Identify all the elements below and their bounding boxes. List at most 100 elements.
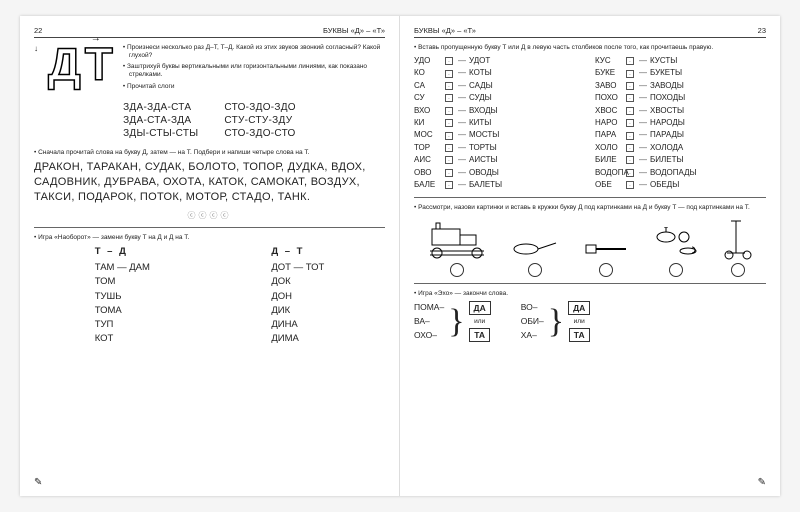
game-header: Д – Т [271, 245, 324, 259]
fill-row: ТОР· — ТОРТЫ [414, 142, 585, 154]
fill-row: ОБЕ· — ОБЕДЫ [595, 179, 766, 191]
answer-circle [731, 263, 745, 277]
fill-col-1: УДО· — УДОТКО· — КОТЫСА· — САДЫСУ· — СУД… [414, 55, 585, 191]
box-da: ДА [568, 301, 590, 315]
echo-word: ОБИ– [521, 315, 544, 329]
game-col-dt: Д – Т ДОТ — ТОТ ДОК ДОН ДИК ДИНА ДИМА [271, 245, 324, 347]
game-row: ДОК [271, 275, 324, 289]
write-circles: ⓒⓒⓒⓒ [34, 210, 385, 221]
box-ta: ТА [469, 328, 490, 342]
echo-word: ПОМА– [414, 301, 444, 315]
page-header-left: 22 БУКВЫ «Д» – «Т» [34, 26, 385, 38]
answer-circle [669, 263, 683, 277]
divider [414, 283, 766, 284]
fill-row: КО· — КОТЫ [414, 67, 585, 79]
game-row: ДОН [271, 290, 324, 304]
task-echo: Игра «Эхо» — закончи слова. [414, 290, 766, 297]
fill-row: ЗАВО· — ЗАВОДЫ [595, 80, 766, 92]
task-opposite-game: Игра «Наоборот» — замени букву Т на Д и … [34, 234, 385, 241]
divider [34, 227, 385, 228]
syllable-row: СТУ-СТУ-ЗДУ [224, 115, 295, 126]
fill-row: ПОХО· — ПОХОДЫ [595, 92, 766, 104]
game-row: ДИНА [271, 318, 324, 332]
hammer-icon [584, 239, 628, 261]
instruction-item: Прочитай слоги [123, 83, 385, 91]
fill-row: СА· — САДЫ [414, 80, 585, 92]
scooter-icon [723, 217, 753, 261]
echo-boxes: ДА или ТА [568, 301, 590, 342]
letter-block: ↓ Д → Т Произнеси несколько раз Д–Т, Т–Д… [34, 44, 385, 94]
fill-row: ХОЛО· — ХОЛОДА [595, 142, 766, 154]
footer-icon: ✎ [758, 477, 766, 488]
syllable-row: СТО-ЗДО-СТО [224, 128, 295, 139]
echo-right: ВО– ОБИ– ХА– } ДА или ТА [521, 301, 591, 342]
words-text: ДРАКОН, ТАРАКАН, СУДАК, БОЛОТО, ТОПОР, Д… [34, 161, 366, 204]
fill-row: АИС· — АИСТЫ [414, 154, 585, 166]
fill-row: БИЛЕ· — БИЛЕТЫ [595, 154, 766, 166]
footer-icon: ✎ [34, 477, 42, 488]
game-columns: Т – Д ТАМ — ДАМ ТОМ ТУШЬ ТОМА ТУП КОТ Д … [34, 245, 385, 347]
page-right: БУКВЫ «Д» – «Т» 23 Вставь пропущенную бу… [400, 16, 780, 496]
pic-dishes [654, 227, 698, 277]
game-row: ТУП [95, 318, 150, 332]
syllable-row: ЗДА-СТА-ЗДА [123, 115, 198, 126]
page-header-right: БУКВЫ «Д» – «Т» 23 [414, 26, 766, 38]
game-row: ТОМ [95, 275, 150, 289]
fill-row: ПАРА· — ПАРАДЫ [595, 129, 766, 141]
fill-row: СУ· — СУДЫ [414, 92, 585, 104]
instructions-list: Произнеси несколько раз Д–Т, Т–Д. Какой … [123, 44, 385, 94]
echo-word: ХА– [521, 329, 544, 343]
letter-t: Т [85, 38, 113, 90]
echo-words: ВО– ОБИ– ХА– [521, 301, 544, 342]
section-title-left: БУКВЫ «Д» – «Т» [323, 26, 385, 35]
page-left: 22 БУКВЫ «Д» – «Т» ↓ Д → Т Произнеси нес… [20, 16, 400, 496]
page-number-left: 22 [34, 26, 42, 35]
echo-game: ПОМА– ВА– ОХО– } ДА или ТА ВО– ОБИ– ХА– … [414, 301, 766, 342]
echo-word: ОХО– [414, 329, 444, 343]
section-title-right: БУКВЫ «Д» – «Т» [414, 26, 476, 35]
game-row: ДОТ — ТОТ [271, 261, 324, 275]
outline-letters: Д → Т [48, 44, 113, 85]
syllable-columns: ЗДА-ЗДА-СТА ЗДА-СТА-ЗДА ЗДЫ-СТЫ-СТЫ СТО-… [34, 102, 385, 141]
game-row: ТАМ — ДАМ [95, 261, 150, 275]
page-number-right: 23 [758, 26, 766, 35]
dishes-icon [654, 227, 698, 261]
answer-circle [599, 263, 613, 277]
pictures-row [414, 217, 766, 277]
or-label: или [574, 318, 585, 325]
fill-row: МОС· — МОСТЫ [414, 129, 585, 141]
instruction-item: Произнеси несколько раз Д–Т, Т–Д. Какой … [123, 44, 385, 60]
syllable-row: ЗДА-ЗДА-СТА [123, 102, 198, 113]
game-row: КОТ [95, 332, 150, 346]
game-row: ТУШЬ [95, 290, 150, 304]
task-read-words: Сначала прочитай слова на букву Д, затем… [34, 149, 385, 156]
game-row: ДИК [271, 304, 324, 318]
fill-row: ОВО· — ОВОДЫ [414, 167, 585, 179]
echo-words: ПОМА– ВА– ОХО– [414, 301, 444, 342]
pic-hammer [584, 239, 628, 277]
echo-boxes: ДА или ТА [469, 301, 491, 342]
pic-pan [512, 233, 558, 277]
pic-tractor [427, 221, 487, 277]
words-paragraph: ДРАКОН, ТАРАКАН, СУДАК, БОЛОТО, ТОПОР, Д… [34, 160, 385, 206]
game-row: ДИМА [271, 332, 324, 346]
game-header: Т – Д [95, 245, 150, 259]
book-spread: 22 БУКВЫ «Д» – «Т» ↓ Д → Т Произнеси нес… [20, 16, 780, 496]
pic-scooter [723, 217, 753, 277]
game-row: ТОМА [95, 304, 150, 318]
divider [414, 197, 766, 198]
game-col-td: Т – Д ТАМ — ДАМ ТОМ ТУШЬ ТОМА ТУП КОТ [95, 245, 150, 347]
echo-word: ВА– [414, 315, 444, 329]
fill-row: ВХО· — ВХОДЫ [414, 105, 585, 117]
fill-row: ВОДОПА· — ВОДОПАДЫ [595, 167, 766, 179]
arrow-down-icon: ↓ [34, 44, 38, 53]
arrow-right-icon: → [91, 34, 101, 43]
task-pictures: Рассмотри, назови картинки и вставь в кр… [414, 204, 766, 211]
fill-row: БУКЕ· — БУКЕТЫ [595, 67, 766, 79]
answer-circle [528, 263, 542, 277]
syllable-row: ЗДЫ-СТЫ-СТЫ [123, 128, 198, 139]
syllable-col-left: ЗДА-ЗДА-СТА ЗДА-СТА-ЗДА ЗДЫ-СТЫ-СТЫ [123, 102, 198, 141]
fill-table: УДО· — УДОТКО· — КОТЫСА· — САДЫСУ· — СУД… [414, 55, 766, 191]
fill-col-2: КУС· — КУСТЫБУКЕ· — БУКЕТЫЗАВО· — ЗАВОДЫ… [595, 55, 766, 191]
task-fill-letter: Вставь пропущенную букву Т или Д в левую… [414, 44, 766, 51]
